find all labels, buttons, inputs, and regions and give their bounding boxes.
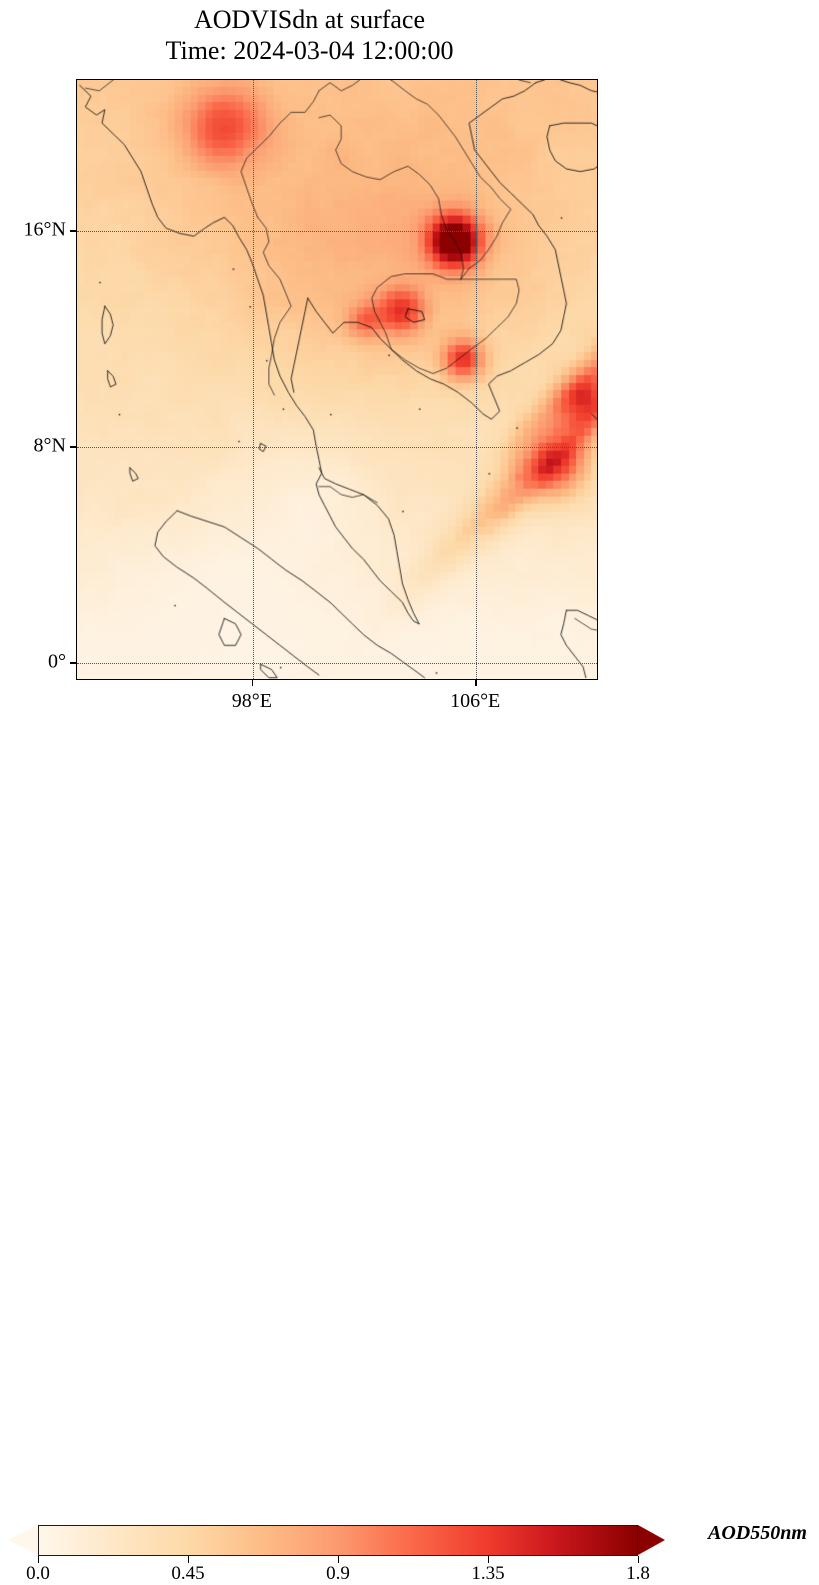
ytick-16 — [70, 230, 76, 232]
colorbar-tick-0.45 — [188, 1556, 190, 1563]
title-line-time: Time: 2024-03-04 12:00:00 — [165, 36, 454, 65]
ytick-8 — [70, 446, 76, 448]
colorbar-gradient — [38, 1525, 638, 1556]
map-plot-area — [76, 79, 598, 680]
title-line-variable: AODVISdn at surface — [193, 5, 426, 34]
xtick-106 — [475, 680, 477, 686]
colorbar-tick-0.9 — [338, 1556, 340, 1563]
colorbar: 0.0 0.45 0.9 1.35 1.8 AOD550nm — [0, 755, 819, 1584]
ytick-label-8: 8°N — [33, 434, 66, 457]
xtick-98 — [251, 680, 254, 686]
colorbar-extend-high-arrow — [638, 1525, 665, 1555]
ytick-0 — [70, 662, 76, 664]
xtick-label-106: 106°E — [450, 690, 501, 712]
colorbar-tick-label-0.45: 0.45 — [171, 1563, 205, 1584]
colorbar-tick-1.35 — [488, 1556, 490, 1563]
colorbar-tick-label-0: 0.0 — [26, 1563, 50, 1584]
colorbar-tick-label-0.9: 0.9 — [326, 1563, 350, 1584]
ytick-label-16: 16°N — [23, 218, 66, 241]
colorbar-tick-label-1.35: 1.35 — [471, 1563, 505, 1584]
colorbar-extend-low-arrow — [8, 1525, 38, 1555]
colorbar-tick-1.8 — [638, 1556, 640, 1563]
xtick-label-98: 98°E — [231, 690, 272, 712]
colorbar-tick-0 — [38, 1556, 40, 1563]
figure-title: AODVISdn at surface Time: 2024-03-04 12:… — [0, 4, 619, 66]
ytick-label-0: 0° — [48, 650, 66, 673]
colorbar-label: AOD550nm — [708, 1522, 807, 1544]
aod-heatmap-canvas — [77, 80, 597, 679]
colorbar-tick-label-1.8: 1.8 — [626, 1563, 650, 1584]
